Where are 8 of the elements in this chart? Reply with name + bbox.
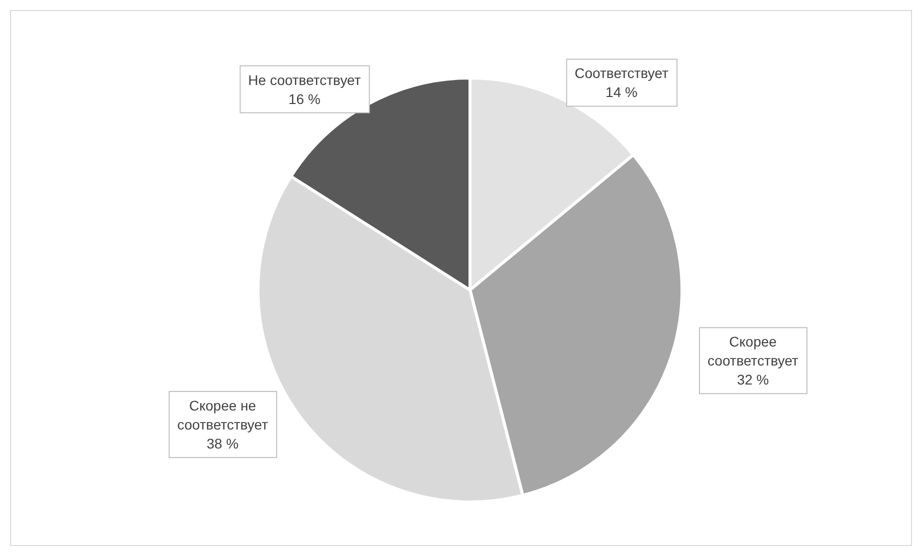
slice-label: Не соответствует xyxy=(248,72,362,88)
slice-label: Скорее не соответствует xyxy=(177,397,269,432)
slice-label: Соответствует xyxy=(574,65,669,82)
data-label: 32 % xyxy=(736,372,769,388)
data-label: 38 % xyxy=(206,435,239,452)
slice-label: Скорее соответствует xyxy=(708,334,799,369)
data-label: 14 % xyxy=(606,84,638,100)
data-label: 16 % xyxy=(288,90,320,107)
